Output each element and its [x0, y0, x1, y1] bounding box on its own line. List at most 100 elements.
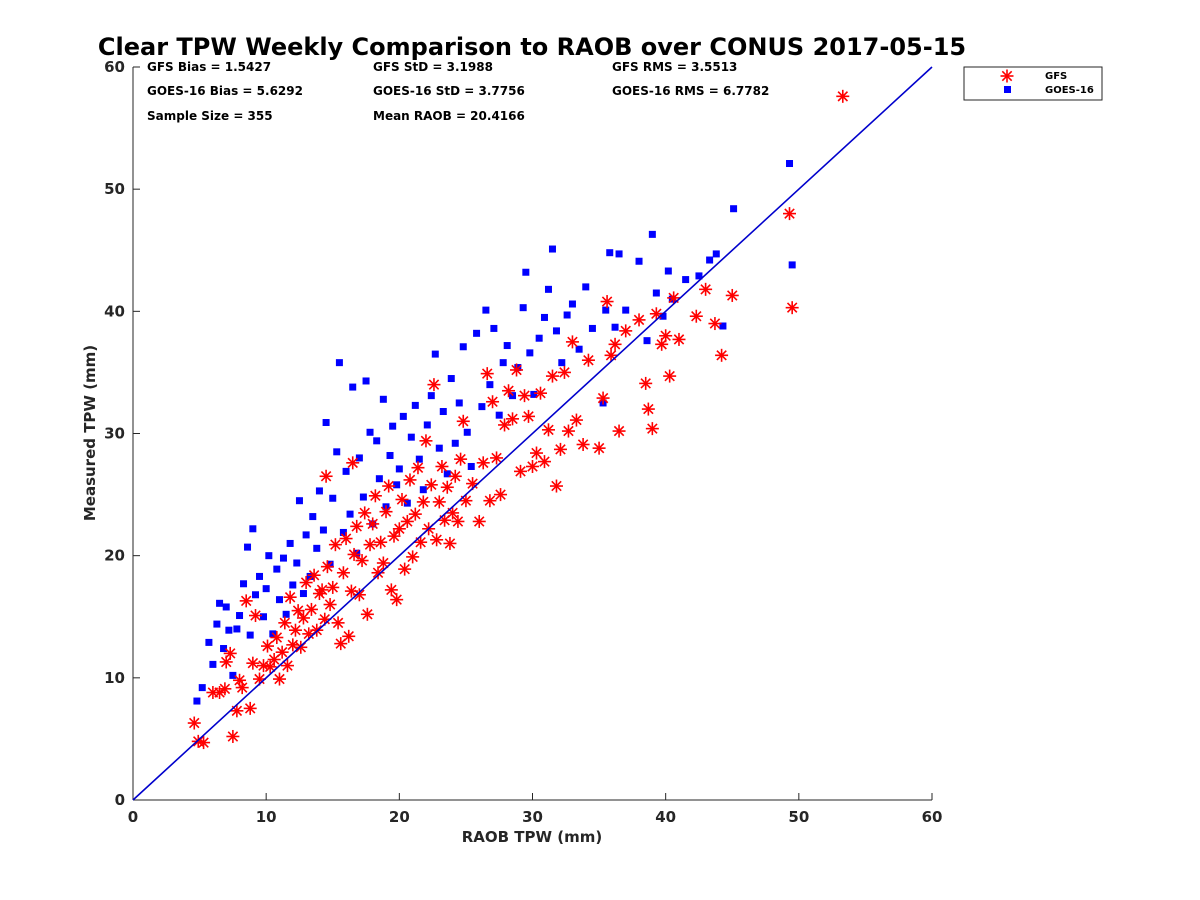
goes16-point: [664, 267, 672, 275]
gfs-point: [448, 469, 462, 483]
gfs-point: [346, 456, 360, 470]
gfs-point: [278, 616, 292, 630]
gfs-point: [323, 598, 337, 612]
goes16-point: [486, 381, 494, 389]
goes16-point: [252, 591, 260, 599]
gfs-point: [350, 519, 364, 533]
goes16-point: [706, 256, 714, 264]
y-tick-label: 30: [104, 425, 125, 443]
gfs-point: [260, 639, 274, 653]
gfs-point: [565, 335, 579, 349]
goes16-point: [443, 470, 451, 478]
gfs-point: [339, 532, 353, 546]
goes16-point: [313, 544, 321, 552]
gfs-point: [456, 414, 470, 428]
goes16-point: [244, 543, 252, 551]
gfs-point: [612, 424, 626, 438]
gfs-point: [576, 437, 590, 451]
gfs-point: [376, 556, 390, 570]
gfs-point: [379, 505, 393, 519]
gfs-point: [632, 313, 646, 327]
gfs-point: [699, 282, 713, 296]
goes16-point: [427, 392, 435, 400]
gfs-point: [320, 560, 334, 574]
goes16-point: [209, 660, 217, 668]
goes16-point: [342, 467, 350, 475]
goes16-point: [249, 525, 257, 533]
goes16-point: [423, 421, 431, 429]
gfs-point: [411, 461, 425, 475]
gfs-point: [490, 451, 504, 465]
goes16-point: [568, 300, 576, 308]
gfs-point: [384, 583, 398, 597]
gfs-point: [368, 489, 382, 503]
gfs-point: [502, 384, 516, 398]
x-axis-label: RAOB TPW (mm): [462, 828, 603, 846]
goes16-point: [719, 322, 727, 330]
goes16-point: [229, 671, 237, 679]
gfs-point: [459, 494, 473, 508]
gfs-point: [667, 291, 681, 305]
gfs-point: [406, 550, 420, 564]
x-tick-label: 50: [788, 808, 809, 826]
goes16-point: [399, 412, 407, 420]
gfs-point: [608, 337, 622, 351]
gfs-point: [395, 492, 409, 506]
legend-gfs-marker: [1000, 69, 1014, 83]
goes16-point: [295, 497, 303, 505]
goes16-point: [293, 559, 301, 567]
gfs-point: [432, 495, 446, 509]
gfs-point: [272, 672, 286, 686]
goes16-point: [473, 329, 481, 337]
y-axis-ticks: 0 10 20 30 40 50 60: [104, 58, 140, 809]
gfs-point: [561, 424, 575, 438]
goes16-point: [503, 342, 511, 350]
legend: GFS GOES-16: [963, 66, 1103, 101]
gfs-point: [230, 704, 244, 718]
gfs-point: [581, 353, 595, 367]
gfs-point: [218, 682, 232, 696]
gfs-point: [526, 459, 539, 473]
goes16-point: [233, 625, 241, 633]
gfs-point: [443, 536, 457, 550]
goes16-point: [262, 585, 270, 593]
chart-title: Clear TPW Weekly Comparison to RAOB over…: [98, 33, 966, 61]
gfs-point: [486, 395, 500, 409]
gfs-point: [569, 413, 583, 427]
legend-gfs-label: GFS: [1045, 71, 1067, 82]
gfs-point: [326, 580, 340, 594]
gfs-point: [296, 611, 310, 625]
gfs-point: [440, 480, 454, 494]
gfs-point: [454, 452, 468, 466]
goes16-point: [275, 596, 283, 604]
goes16-point: [695, 272, 703, 280]
x-axis-ticks: 0 10 20 30 40 50 60: [128, 793, 942, 826]
stat-sample-size: Sample Size = 355: [147, 109, 273, 123]
goes16-point: [622, 306, 630, 314]
goes16-point: [236, 612, 244, 620]
gfs-point: [557, 365, 571, 379]
gfs-point: [619, 324, 633, 338]
gfs-point: [187, 716, 201, 730]
goes16-point: [265, 552, 273, 560]
gfs-point: [689, 309, 703, 323]
goes16-point: [451, 439, 459, 447]
goes16-point: [588, 324, 596, 332]
gfs-point: [836, 89, 850, 103]
x-tick-label: 0: [128, 808, 138, 826]
gfs-point: [424, 478, 438, 492]
goes16-point: [256, 572, 264, 580]
goes16-point: [548, 245, 556, 253]
goes16-point: [712, 250, 720, 258]
stat-mean-raob: Mean RAOB = 20.4166: [373, 109, 525, 123]
goes16-point: [198, 684, 206, 692]
gfs-point: [600, 295, 614, 309]
goes16-point: [299, 590, 307, 598]
gfs-point: [243, 701, 257, 715]
gfs-point: [342, 629, 356, 643]
y-tick-label: 40: [104, 302, 125, 320]
goes16-point: [495, 411, 503, 419]
gfs-point: [387, 529, 401, 543]
gfs-point: [451, 514, 465, 528]
